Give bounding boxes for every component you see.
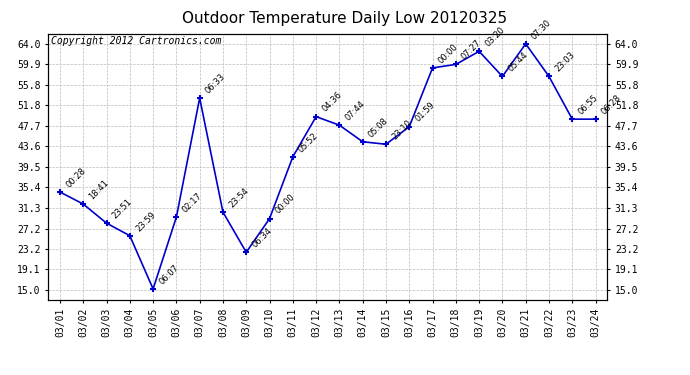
Text: 05:44: 05:44 <box>506 51 530 74</box>
Text: 06:28: 06:28 <box>600 93 623 116</box>
Text: 01:59: 01:59 <box>413 101 437 124</box>
Text: 00:28: 00:28 <box>64 166 88 189</box>
Text: 07:44: 07:44 <box>344 99 367 122</box>
Text: 00:00: 00:00 <box>437 42 460 65</box>
Text: 18:41: 18:41 <box>88 178 110 201</box>
Text: 07:27: 07:27 <box>460 38 483 62</box>
Text: 06:07: 06:07 <box>157 263 181 286</box>
Text: 06:34: 06:34 <box>250 226 274 249</box>
Text: 00:00: 00:00 <box>274 193 297 216</box>
Text: 23:51: 23:51 <box>110 197 134 220</box>
Text: 06:55: 06:55 <box>576 93 600 116</box>
Text: 04:36: 04:36 <box>320 90 344 114</box>
Text: 05:08: 05:08 <box>367 116 390 139</box>
Text: Copyright 2012 Cartronics.com: Copyright 2012 Cartronics.com <box>51 36 221 46</box>
Text: 05:52: 05:52 <box>297 131 320 154</box>
Text: 03:20: 03:20 <box>483 25 506 48</box>
Text: 23:10: 23:10 <box>390 118 413 141</box>
Text: 02:17: 02:17 <box>181 191 204 214</box>
Text: 06:33: 06:33 <box>204 72 227 95</box>
Text: 23:54: 23:54 <box>227 186 250 209</box>
Text: Outdoor Temperature Daily Low 20120325: Outdoor Temperature Daily Low 20120325 <box>182 11 508 26</box>
Text: 23:59: 23:59 <box>134 210 157 233</box>
Text: 23:03: 23:03 <box>553 50 576 74</box>
Text: 07:30: 07:30 <box>530 18 553 41</box>
